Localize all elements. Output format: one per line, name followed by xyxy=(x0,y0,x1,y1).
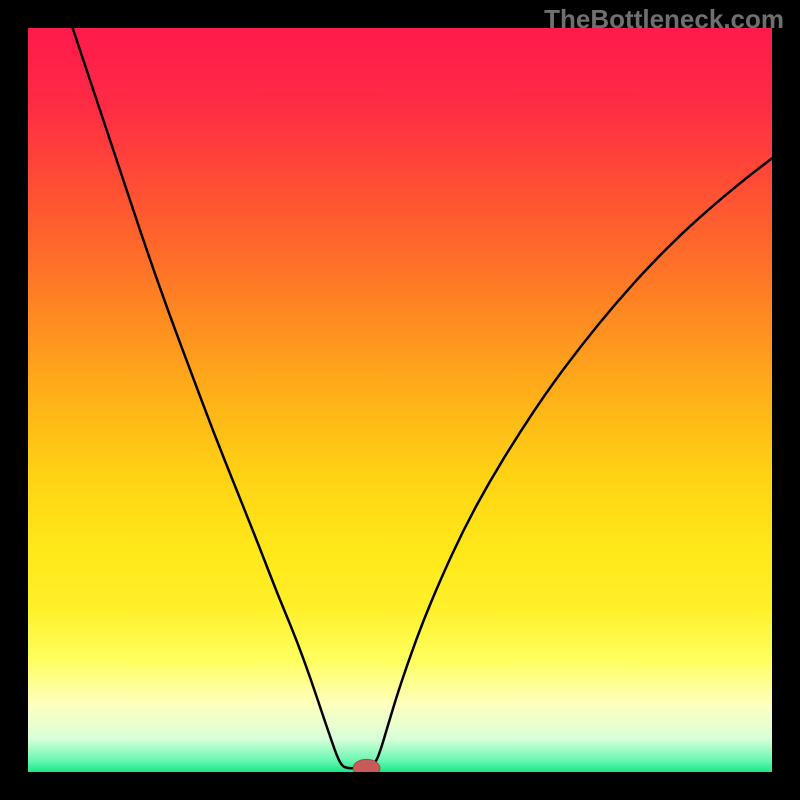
gradient-background xyxy=(28,28,772,772)
watermark-text: TheBottleneck.com xyxy=(544,4,784,35)
chart-frame: TheBottleneck.com xyxy=(0,0,800,800)
plot-area xyxy=(28,28,772,772)
bottleneck-chart xyxy=(28,28,772,772)
